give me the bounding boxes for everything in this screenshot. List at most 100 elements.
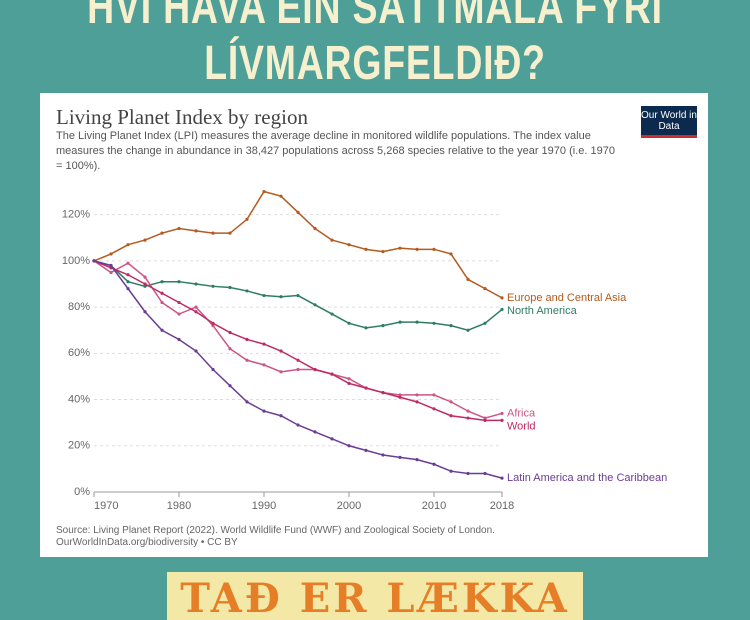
legend-label: North America: [507, 305, 578, 317]
point: [177, 280, 181, 284]
point: [279, 349, 283, 353]
point: [109, 252, 113, 256]
point: [347, 243, 351, 247]
x-tick-label: 1980: [167, 500, 191, 512]
point: [262, 293, 266, 298]
point: [143, 284, 147, 288]
point: [262, 363, 266, 367]
x-tick-label: 1990: [252, 500, 276, 512]
point: [160, 231, 164, 235]
point: [211, 284, 215, 288]
point: [279, 295, 283, 299]
point: [194, 229, 198, 233]
y-tick-label: 0%: [74, 486, 90, 498]
point: [432, 247, 436, 251]
point: [364, 448, 368, 452]
y-tick-label: 100%: [62, 255, 90, 267]
point: [296, 367, 300, 372]
point: [432, 462, 436, 466]
point: [279, 194, 283, 198]
point: [483, 287, 487, 291]
point: [211, 321, 215, 325]
point: [381, 324, 385, 328]
point: [381, 250, 385, 254]
point: [347, 377, 351, 381]
x-tick-label: 1970: [94, 500, 118, 512]
source-text: Source: Living Planet Report (2022). Wor…: [56, 525, 495, 536]
point: [500, 307, 504, 312]
point: [279, 414, 283, 418]
y-tick-label: 60%: [68, 347, 90, 359]
y-tick-label: 20%: [68, 440, 90, 452]
point: [296, 210, 300, 214]
point: [313, 226, 317, 231]
point: [466, 328, 470, 332]
chart-title: Living Planet Index by region: [56, 105, 308, 129]
point: [347, 321, 351, 325]
point: [194, 305, 198, 309]
point: [381, 453, 385, 457]
point: [177, 300, 181, 305]
point: [143, 275, 147, 279]
point: [398, 393, 402, 397]
point: [313, 303, 317, 307]
point: [296, 293, 300, 298]
point: [466, 409, 470, 413]
chart-subtitle: The Living Planet Index (LPI) measures t…: [56, 130, 615, 172]
point: [211, 367, 215, 372]
point: [143, 310, 147, 314]
point: [483, 418, 487, 422]
point: [211, 231, 215, 235]
point: [449, 469, 453, 473]
point: [177, 337, 181, 342]
y-tick-label: 120%: [62, 209, 90, 221]
point: [109, 263, 113, 268]
point: [398, 455, 402, 459]
chart: 0% 20% 40% 60% 80% 100% 120% 1970 1980 1990 2000 20…: [62, 189, 667, 512]
point: [245, 400, 249, 404]
point: [313, 367, 317, 372]
point: [466, 416, 470, 420]
point: [330, 238, 334, 242]
x-tick-label: 2000: [337, 500, 361, 512]
point: [160, 291, 164, 295]
point: [109, 270, 113, 275]
point: [194, 349, 198, 353]
legend-label: World: [507, 420, 536, 432]
legend-label: Latin America and the Caribbean: [507, 472, 667, 484]
point: [500, 418, 504, 422]
point: [126, 273, 130, 277]
point: [228, 330, 232, 335]
x-tick-label: 2018: [490, 500, 514, 512]
point: [398, 246, 402, 250]
point: [483, 471, 487, 476]
banner: TAÐ ER LÆKKA: [167, 572, 583, 620]
series-line: [93, 260, 503, 419]
point: [245, 337, 249, 342]
point: [415, 400, 419, 404]
source-url: OurWorldInData.org/biodiversity • CC BY: [56, 537, 238, 548]
point: [160, 280, 164, 284]
point: [398, 320, 402, 324]
y-tick-label: 80%: [68, 301, 90, 313]
point: [160, 328, 164, 332]
point: [228, 231, 232, 235]
point: [245, 289, 249, 293]
point: [483, 416, 487, 420]
legend-label: Africa: [507, 407, 536, 419]
point: [228, 347, 232, 351]
point: [449, 324, 453, 328]
point: [143, 282, 147, 286]
point: [126, 261, 130, 265]
point: [228, 285, 232, 290]
point: [262, 342, 266, 346]
x-tick-label: 2010: [422, 500, 446, 512]
chart-card: Living Planet Index by region The Living…: [40, 93, 708, 557]
point: [364, 386, 368, 390]
point: [245, 217, 249, 221]
point: [211, 324, 215, 328]
logo: Our World in Data: [641, 106, 697, 138]
point: [415, 247, 419, 251]
point: [92, 259, 96, 263]
